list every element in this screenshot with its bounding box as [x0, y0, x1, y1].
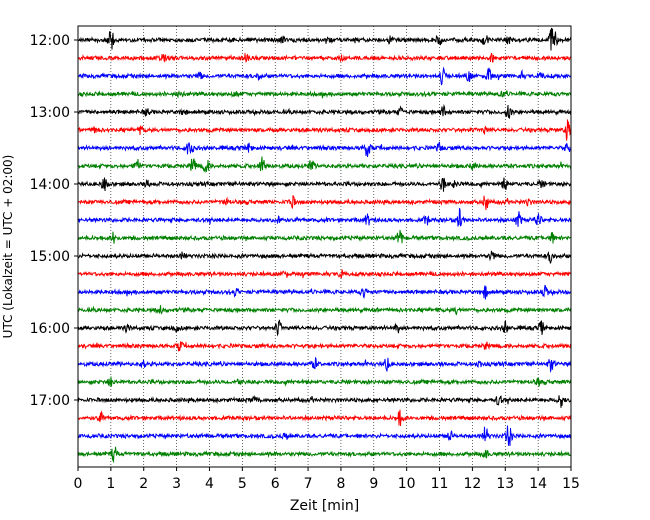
x-tick-label: 5	[238, 476, 247, 492]
trace-row-1200	[77, 27, 572, 51]
x-tick-label: 0	[74, 476, 83, 492]
trace-row-1345	[77, 156, 572, 173]
x-axis-label: Zeit [min]	[290, 498, 359, 514]
x-tick-label: 15	[562, 476, 580, 492]
y-tick-label: 17:00	[30, 393, 70, 409]
trace-row-1645	[77, 376, 572, 387]
trace-row-1445	[77, 229, 572, 244]
x-tick-label: 2	[139, 476, 148, 492]
trace-row-1630	[77, 356, 572, 374]
trace-row-1400	[77, 177, 572, 192]
trace-row-1215	[77, 52, 572, 63]
x-tick-label: 12	[463, 476, 481, 492]
trace-row-1615	[77, 341, 572, 352]
x-tick-label: 8	[336, 476, 345, 492]
x-tick-label: 11	[431, 476, 449, 492]
y-tick-label: 15:00	[30, 249, 70, 265]
x-tick-label: 3	[172, 476, 181, 492]
x-tick-label: 7	[304, 476, 313, 492]
x-tick-label: 1	[106, 476, 115, 492]
trace-row-1515	[77, 269, 572, 279]
seismic-traces	[77, 27, 572, 463]
y-axis-label: UTC (Lokalzeit = UTC + 02:00)	[1, 155, 15, 339]
x-tick-label: 10	[398, 476, 416, 492]
trace-row-1730	[77, 425, 572, 446]
y-tick-label: 14:00	[30, 177, 70, 193]
trace-row-1315	[77, 119, 572, 141]
x-tick-label: 14	[529, 476, 547, 492]
y-tick-label: 16:00	[30, 321, 70, 337]
x-tick-label: 9	[369, 476, 378, 492]
x-tick-label: 6	[271, 476, 280, 492]
plot-frame	[77, 25, 572, 468]
trace-row-1500	[77, 250, 572, 264]
trace-row-1230	[77, 66, 572, 86]
trace-row-1530	[77, 284, 572, 300]
trace-row-1745	[77, 446, 572, 463]
x-tick-label: 4	[205, 476, 214, 492]
y-tick-label: 13:00	[30, 105, 70, 121]
trace-row-1545	[77, 305, 572, 316]
trace-row-1430	[77, 207, 572, 227]
y-tick-label: 12:00	[30, 33, 70, 49]
trace-row-1715	[77, 409, 572, 427]
trace-row-1300	[77, 103, 572, 119]
trace-row-1245	[77, 90, 572, 99]
y-axis-ticks: 12:00 13:00 14:00 15:00 16:00 17:00	[30, 33, 78, 409]
trace-row-1600	[77, 319, 572, 337]
trace-row-1415	[77, 195, 572, 210]
x-tick-label: 13	[496, 476, 514, 492]
x-axis-ticks: 0 1 2 3 4 5 6 7 8 9 10 11 12 13 14 15	[74, 467, 580, 492]
trace-row-1330	[77, 141, 572, 157]
trace-row-1700	[77, 394, 572, 408]
